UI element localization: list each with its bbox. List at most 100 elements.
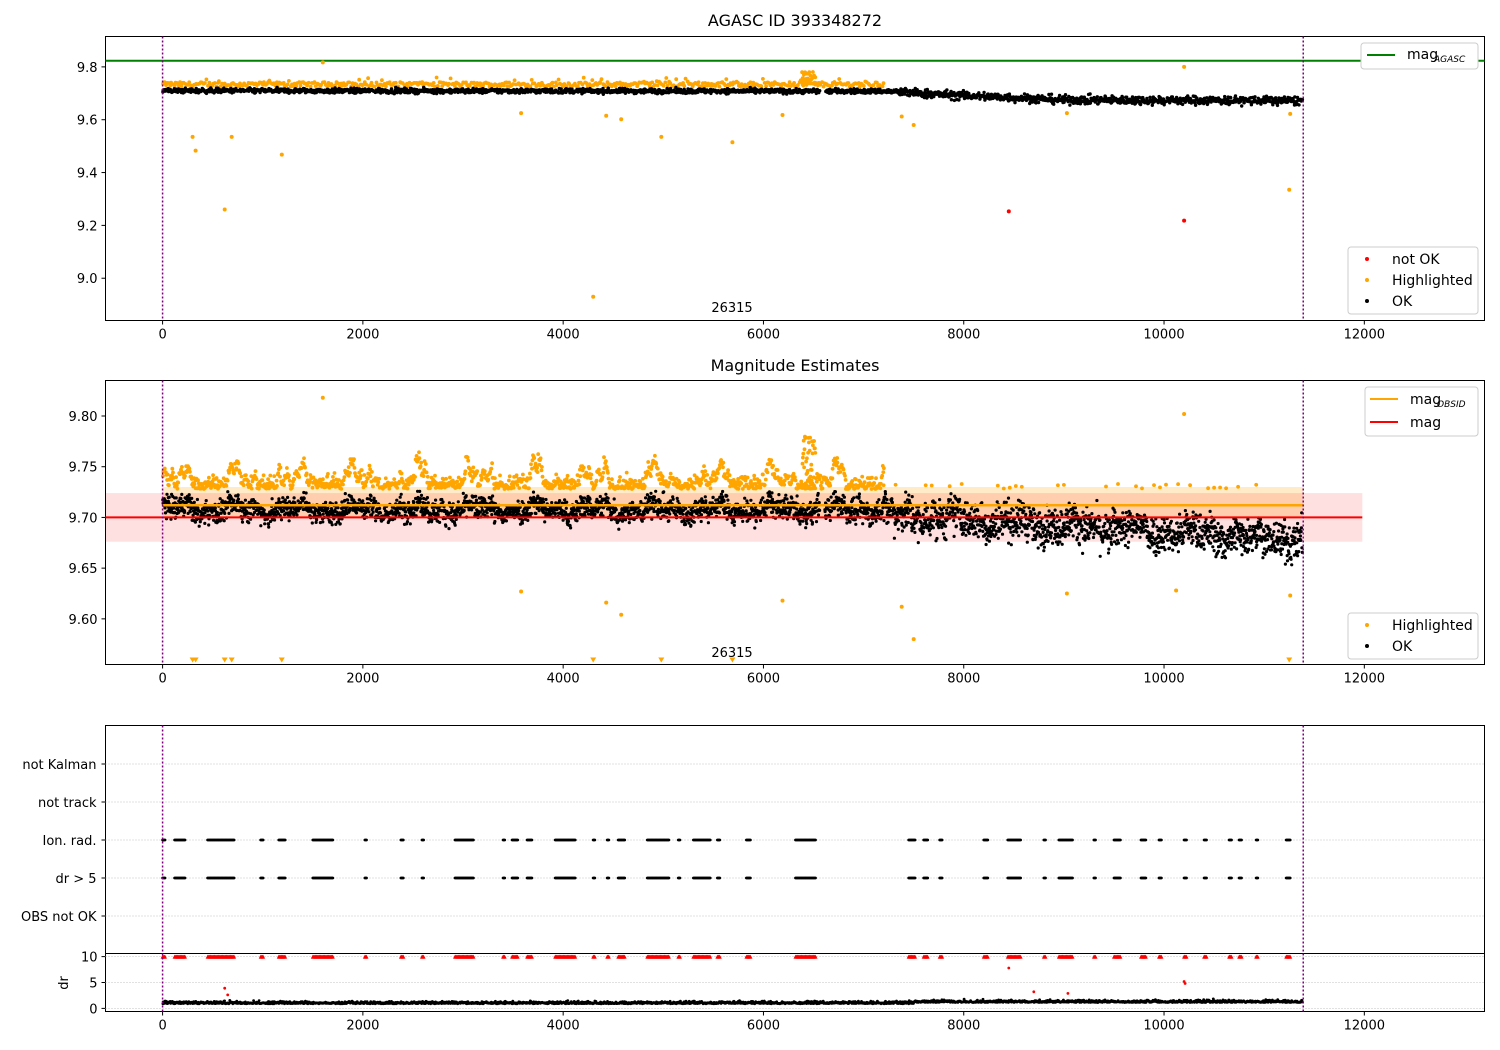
highlighted-outlier — [193, 148, 198, 153]
ok-point — [785, 497, 789, 501]
highlighted-point — [871, 83, 876, 88]
observation-count-annotation: 26315 — [711, 301, 752, 316]
ok-point — [784, 493, 788, 497]
ok-point — [1036, 100, 1041, 105]
ok-point — [259, 524, 263, 528]
ok-point — [721, 495, 725, 499]
ok-point — [749, 498, 753, 502]
ok-point — [681, 512, 685, 516]
y-tick-label: 9.6 — [77, 114, 98, 129]
ok-point — [593, 512, 597, 516]
ok-point — [598, 494, 602, 499]
highlighted-point — [748, 80, 753, 85]
ok-point — [348, 507, 352, 511]
highlighted-point — [204, 77, 209, 82]
ok-point — [1138, 102, 1143, 107]
ok-point — [741, 519, 745, 524]
ok-point — [418, 500, 422, 504]
highlighted-point — [837, 77, 842, 81]
ok-point — [283, 498, 287, 502]
ok-point — [304, 491, 308, 495]
highlighted-point — [176, 83, 181, 88]
ok-point — [652, 495, 657, 499]
ok-point — [711, 495, 715, 499]
ok-point — [315, 518, 319, 522]
ok-point — [324, 500, 328, 504]
ok-point — [399, 492, 403, 496]
highlighted-point — [655, 83, 660, 88]
highlighted-point — [736, 80, 740, 85]
highlighted-point — [434, 75, 439, 80]
ok-point — [278, 500, 283, 504]
ok-point — [438, 520, 442, 525]
ok-point — [247, 521, 251, 525]
ok-point — [982, 90, 986, 95]
ok-point — [219, 511, 223, 515]
ok-point — [656, 507, 661, 511]
x-tick-label: 6000 — [747, 328, 780, 343]
ok-point — [187, 493, 191, 497]
ok-point — [227, 511, 231, 515]
ok-point — [279, 518, 284, 522]
ok-point — [188, 510, 192, 514]
ok-point — [470, 508, 474, 512]
highlighted-point — [724, 77, 729, 81]
ok-point — [353, 500, 357, 504]
ok-point — [1193, 103, 1198, 108]
ok-point — [627, 509, 631, 513]
ok-point — [604, 492, 608, 496]
highlighted-point — [652, 83, 657, 87]
ok-point — [638, 509, 642, 513]
ok-point — [404, 510, 408, 514]
ok-point — [517, 509, 521, 513]
highlighted-point — [447, 81, 451, 86]
ok-point — [295, 513, 299, 517]
ok-point — [640, 519, 644, 523]
ok-point — [745, 499, 749, 503]
highlighted-point — [674, 77, 679, 82]
ok-point — [1242, 101, 1246, 105]
ok-point — [777, 493, 781, 497]
ok-point — [198, 520, 202, 524]
highlighted-point — [528, 84, 533, 89]
highlighted-point — [599, 77, 604, 82]
ok-point — [759, 518, 763, 523]
y-tick-label: 9.0 — [77, 272, 98, 287]
ok-point — [412, 501, 416, 505]
ok-point — [236, 497, 240, 501]
ok-point — [754, 519, 758, 524]
highlighted-point — [580, 82, 585, 87]
ok-point — [222, 519, 226, 523]
ok-point — [671, 497, 675, 501]
ok-point — [614, 508, 618, 512]
ok-point — [346, 498, 350, 502]
ok-point — [263, 522, 267, 526]
highlighted-point — [203, 81, 207, 85]
highlighted-point — [312, 80, 317, 85]
ok-point — [1170, 95, 1175, 99]
ok-point — [203, 521, 207, 526]
highlighted-outlier — [659, 134, 664, 139]
ok-point — [389, 87, 394, 91]
ok-point — [490, 513, 494, 517]
ok-point — [485, 511, 489, 515]
highlighted-point — [369, 80, 374, 85]
highlighted-point — [805, 76, 810, 81]
ok-point — [1063, 93, 1068, 97]
ok-point — [949, 98, 954, 102]
highlighted-point — [598, 80, 602, 85]
highlighted-point — [792, 81, 796, 85]
highlighted-outlier — [229, 134, 234, 139]
ok-point — [644, 496, 648, 500]
highlighted-point — [333, 83, 337, 88]
ok-point — [1275, 103, 1280, 108]
highlighted-point — [618, 80, 622, 85]
ok-point — [649, 491, 653, 495]
ok-point — [726, 498, 730, 502]
ok-point — [716, 498, 720, 502]
ok-point — [425, 496, 429, 500]
highlighted-point — [347, 80, 352, 85]
ok-point — [692, 520, 696, 524]
x-tick-label: 10000 — [1143, 328, 1184, 343]
